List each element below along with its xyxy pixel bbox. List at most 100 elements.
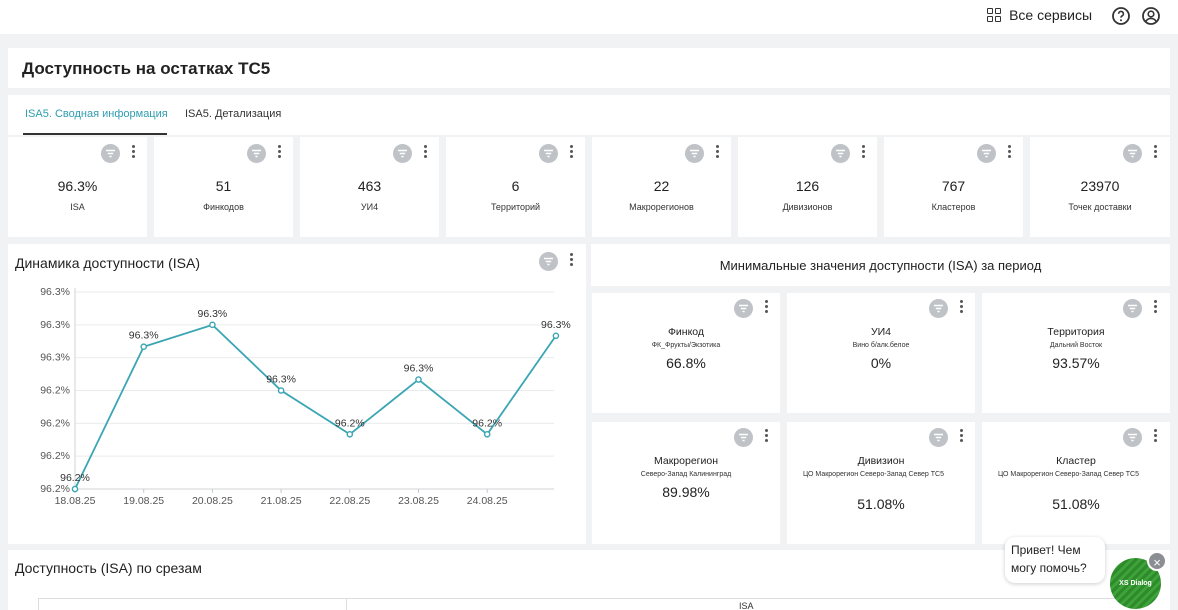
filter-icon[interactable] bbox=[831, 144, 850, 163]
filter-icon[interactable] bbox=[1123, 144, 1142, 163]
filter-icon[interactable] bbox=[539, 252, 558, 271]
filter-icon[interactable] bbox=[539, 144, 558, 163]
table-header-isa: ISA bbox=[739, 601, 754, 610]
filter-icon[interactable] bbox=[101, 144, 120, 163]
chat-bubble[interactable]: Привет! Чем могу помочь? bbox=[1005, 537, 1105, 583]
filter-icon[interactable] bbox=[734, 428, 753, 447]
more-icon[interactable] bbox=[422, 145, 428, 161]
close-icon[interactable]: × bbox=[1147, 551, 1167, 571]
min-card-value: 0% bbox=[870, 355, 892, 371]
data-point bbox=[71, 485, 79, 493]
x-tick-label: 23.08.25 bbox=[398, 495, 439, 507]
min-card-value: 51.08% bbox=[857, 496, 905, 512]
min-card-title: Дивизион bbox=[857, 455, 905, 467]
table-divider bbox=[346, 599, 347, 610]
y-tick-label: 96.2% bbox=[40, 385, 70, 397]
more-icon[interactable] bbox=[1152, 145, 1158, 161]
min-card-title: Территория bbox=[1047, 326, 1105, 338]
data-point bbox=[346, 430, 354, 438]
kpi-card: 6 Территорий bbox=[446, 137, 585, 237]
kpi-value: 22 bbox=[653, 178, 670, 194]
y-tick-label: 96.2% bbox=[40, 417, 70, 429]
filter-icon[interactable] bbox=[1123, 299, 1142, 318]
more-icon[interactable] bbox=[130, 145, 136, 161]
more-icon[interactable] bbox=[763, 300, 769, 316]
kpi-card: 126 Дивизионов bbox=[738, 137, 877, 237]
chat-line-2: могу помочь? bbox=[1011, 561, 1087, 575]
data-point bbox=[209, 321, 216, 329]
filter-icon[interactable] bbox=[247, 144, 266, 163]
more-icon[interactable] bbox=[1152, 300, 1158, 316]
min-card-title: Макрорегион bbox=[654, 455, 718, 467]
kpi-value: 23970 bbox=[1080, 178, 1120, 194]
data-point bbox=[140, 343, 147, 351]
kpi-label: Макрорегионов bbox=[629, 202, 694, 212]
kpi-label: Финкодов bbox=[203, 202, 244, 212]
dynamics-chart-card: Динамика доступности (ISA) 96.3% 96.3% 96.… bbox=[8, 244, 586, 544]
filter-icon[interactable] bbox=[929, 428, 948, 447]
min-card-subtitle: Дальний Восток bbox=[1049, 342, 1103, 349]
min-card-title: Кластер bbox=[1056, 455, 1096, 467]
kpi-value: 51 bbox=[215, 178, 232, 194]
tab-summary[interactable]: ISA5. Сводная информация bbox=[25, 108, 168, 120]
data-label: 96.2% bbox=[335, 417, 365, 429]
minimum-title: Минимальные значения доступности (ISA) з… bbox=[719, 258, 1042, 273]
x-tick-label: 18.08.25 bbox=[55, 495, 96, 507]
line-chart: 96.3%96.3%96.3%96.2%96.2%96.2%96.2%18.08… bbox=[40, 286, 571, 507]
kpi-label: Дивизионов bbox=[782, 202, 833, 212]
more-icon[interactable] bbox=[568, 253, 574, 269]
data-point bbox=[552, 332, 560, 340]
more-icon[interactable] bbox=[860, 145, 866, 161]
kpi-value: 767 bbox=[941, 178, 966, 194]
min-card-division: Дивизион ЦО Макрорегион Северо-Запад Сев… bbox=[787, 422, 975, 544]
kpi-value: 6 bbox=[511, 178, 520, 194]
more-icon[interactable] bbox=[958, 300, 964, 316]
kpi-card: 51 Финкодов bbox=[154, 137, 293, 237]
min-card-subtitle: ЦО Макрорегион Северо-Запад Север ТС5 bbox=[803, 471, 944, 478]
user-icon[interactable] bbox=[1141, 6, 1161, 26]
help-icon[interactable] bbox=[1111, 6, 1131, 26]
filter-icon[interactable] bbox=[929, 299, 948, 318]
more-icon[interactable] bbox=[276, 145, 282, 161]
chat-line-1: Привет! Чем bbox=[1011, 543, 1081, 557]
kpi-label: УИ4 bbox=[360, 202, 379, 212]
more-icon[interactable] bbox=[568, 145, 574, 161]
min-card-title: Финкод bbox=[667, 326, 705, 338]
filter-icon[interactable] bbox=[685, 144, 704, 163]
slices-table: ISA bbox=[38, 598, 1148, 610]
more-icon[interactable] bbox=[1006, 145, 1012, 161]
min-card-cluster: Кластер ЦО Макрорегион Северо-Запад Севе… bbox=[982, 422, 1170, 544]
series-line bbox=[74, 323, 557, 490]
more-icon[interactable] bbox=[1152, 429, 1158, 445]
active-tab-indicator bbox=[23, 133, 167, 135]
filter-icon[interactable] bbox=[734, 299, 753, 318]
kpi-label: ISA bbox=[70, 202, 85, 212]
more-icon[interactable] bbox=[958, 429, 964, 445]
filter-icon[interactable] bbox=[393, 144, 412, 163]
min-card-fincode: Финкод ФК_Фрукты/Экзотика 66.8% bbox=[592, 293, 780, 413]
min-card-ui4: УИ4 Вино б/алк.белое 0% bbox=[787, 293, 975, 413]
filter-icon[interactable] bbox=[1123, 428, 1142, 447]
kpi-label: Точек доставки bbox=[1068, 202, 1132, 212]
more-icon[interactable] bbox=[714, 145, 720, 161]
chart-title: Динамика доступности (ISA) bbox=[15, 255, 201, 271]
grid-icon bbox=[987, 8, 1002, 22]
filter-icon[interactable] bbox=[977, 144, 996, 163]
tab-details[interactable]: ISA5. Детализация bbox=[185, 108, 282, 120]
y-tick-label: 96.3% bbox=[40, 319, 70, 331]
x-tick-label: 22.08.25 bbox=[329, 495, 370, 507]
y-tick-label: 96.3% bbox=[40, 286, 70, 298]
more-icon[interactable] bbox=[763, 429, 769, 445]
kpi-value: 96.3% bbox=[57, 178, 98, 194]
data-label: 96.3% bbox=[404, 363, 434, 375]
min-card-value: 51.08% bbox=[1052, 496, 1100, 512]
tabs-bar: ISA5. Сводная информация ISA5. Детализац… bbox=[8, 95, 1170, 135]
data-label: 96.3% bbox=[198, 308, 228, 320]
all-services-button[interactable]: Все сервисы bbox=[987, 7, 1092, 23]
kpi-card: 96.3% ISA bbox=[8, 137, 147, 237]
kpi-card: 767 Кластеров bbox=[884, 137, 1023, 237]
min-card-value: 93.57% bbox=[1052, 355, 1100, 371]
data-label: 96.3% bbox=[266, 374, 296, 386]
y-tick-label: 96.2% bbox=[40, 483, 70, 495]
min-card-subtitle: Северо-Запад Калининград bbox=[640, 471, 732, 478]
